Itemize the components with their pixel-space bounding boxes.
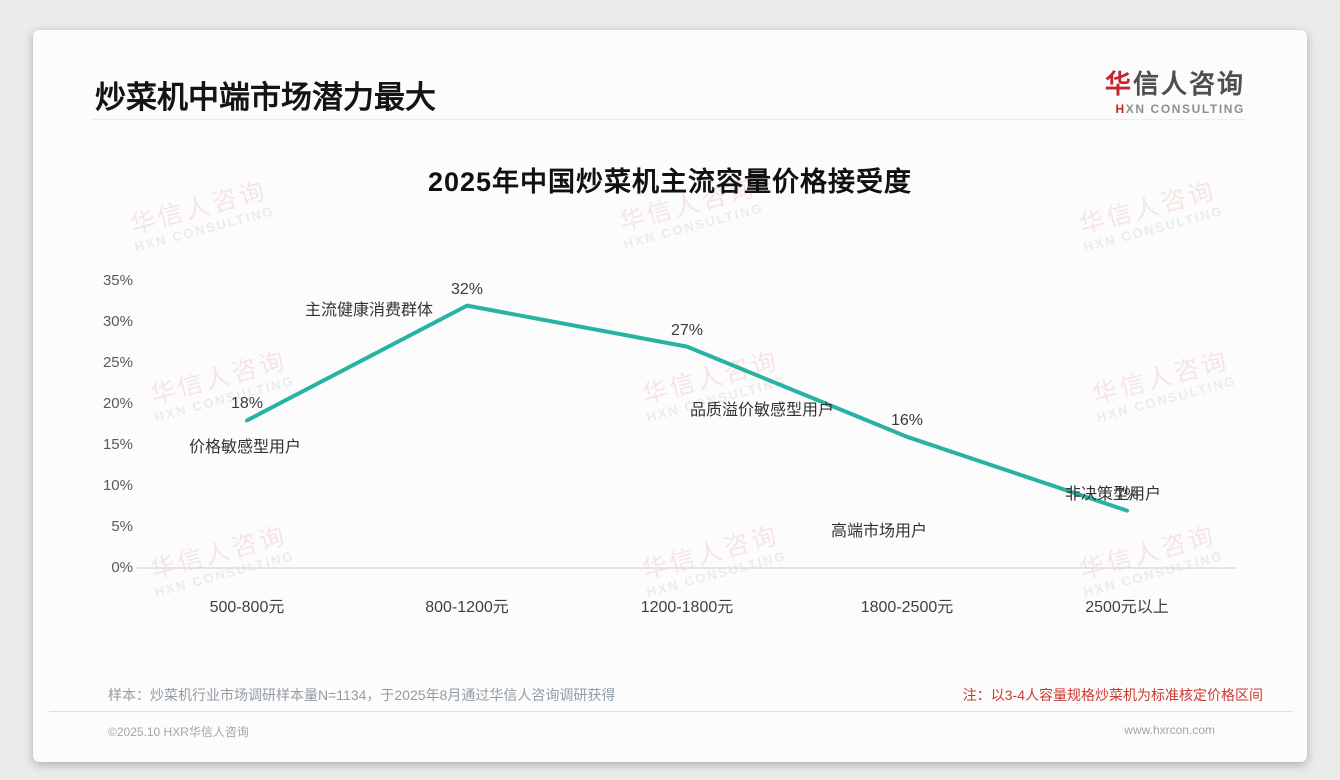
- x-axis-label: 1200-1800元: [640, 599, 734, 616]
- sample-note: 样本：炒菜机行业市场调研样本量N=1134，于2025年8月通过华信人咨询调研获…: [108, 687, 616, 703]
- brand-logo-cn-rest: 信人咨询: [1132, 69, 1245, 99]
- report-card: 炒菜机中端市场潜力最大 华信人咨询 HXN CONSULTING 2025年中国…: [33, 30, 1307, 762]
- notes-row: 样本：炒菜机行业市场调研样本量N=1134，于2025年8月通过华信人咨询调研获…: [108, 685, 1263, 705]
- series-annotation: 品质溢价敏感型用户: [689, 401, 835, 419]
- brand-logo-en: HXN CONSULTING: [1105, 102, 1245, 116]
- x-axis-label: 1800-2500元: [860, 599, 954, 616]
- header-divider: [92, 119, 1245, 120]
- brand-logo-en-accent: H: [1115, 102, 1126, 116]
- data-point-label: 18%: [230, 395, 264, 413]
- footer: ©2025.10 HXR华信人咨询 www.hxrcon.com: [108, 723, 1215, 740]
- data-point-label: 16%: [890, 411, 924, 429]
- data-point-label: 7%: [1115, 485, 1139, 503]
- y-tick-label: 0%: [111, 559, 133, 576]
- y-tick-label: 30%: [102, 313, 133, 330]
- line-chart: 35% 30% 25% 20% 15% 10% 5% 0% 500-800元 800-1200元 1…: [33, 30, 1307, 762]
- page-title: 炒菜机中端市场潜力最大: [95, 80, 436, 115]
- series-annotation: 高端市场用户: [830, 522, 928, 540]
- y-tick-label: 35%: [102, 272, 133, 289]
- brand-logo-cn: 华信人咨询: [1105, 64, 1245, 101]
- price-note: 注：以3-4人容量规格炒菜机为标准核定价格区间: [962, 687, 1263, 703]
- website-url: www.hxrcon.com: [1124, 723, 1215, 737]
- y-tick-label: 15%: [102, 436, 133, 453]
- x-axis-label: 2500元以上: [1085, 599, 1169, 616]
- copyright: ©2025.10 HXR华信人咨询: [108, 725, 249, 739]
- series-annotation: 非决策型用户: [1064, 485, 1162, 503]
- x-axis-label: 800-1200元: [425, 599, 509, 616]
- series-annotation: 价格敏感型用户: [188, 439, 302, 457]
- x-axis-label: 500-800元: [209, 599, 285, 616]
- chart-canvas: [137, 303, 1237, 569]
- brand-logo: 华信人咨询 HXN CONSULTING: [1105, 64, 1245, 116]
- y-tick-label: 10%: [102, 477, 133, 494]
- notes-divider: [49, 711, 1293, 712]
- y-tick-label: 5%: [111, 518, 133, 535]
- chart-title: 2025年中国炒菜机主流容量价格接受度: [427, 167, 913, 197]
- brand-logo-cn-accent: 华: [1104, 69, 1133, 99]
- trend-line: [245, 303, 1129, 513]
- data-point-label: 32%: [450, 280, 484, 298]
- data-point-label: 27%: [670, 321, 704, 339]
- y-tick-label: 25%: [102, 354, 133, 371]
- brand-logo-en-rest: XN CONSULTING: [1125, 102, 1245, 116]
- y-tick-label: 20%: [102, 395, 133, 412]
- series-annotation: 主流健康消费群体: [304, 301, 434, 319]
